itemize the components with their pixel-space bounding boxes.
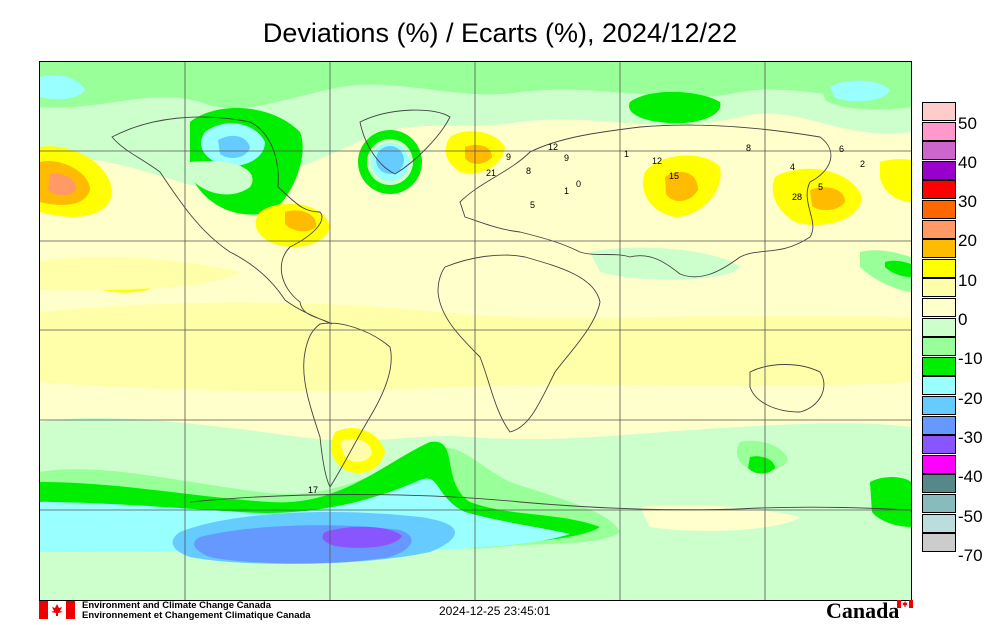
station-label: 8 — [746, 143, 751, 153]
legend-swatch — [922, 376, 956, 396]
legend-swatch — [922, 356, 956, 376]
legend-swatch — [922, 317, 956, 337]
legend-swatch — [922, 180, 956, 200]
legend-swatch — [922, 474, 956, 494]
wordmark-flag-icon — [897, 600, 913, 608]
station-label: 1 — [624, 149, 629, 159]
map-title: Deviations (%) / Ecarts (%), 2024/12/22 — [262, 18, 738, 48]
coastlines — [111, 109, 911, 511]
legend-label: -30 — [958, 428, 983, 447]
legend-swatch — [922, 121, 956, 141]
canada-flag-icon — [39, 601, 75, 619]
anomaly-contours-north — [40, 62, 911, 215]
station-label: 12 — [652, 156, 662, 166]
legend-swatch — [922, 298, 956, 317]
legend-swatch — [922, 435, 956, 455]
legend-swatch — [922, 454, 956, 474]
station-label: 1 — [564, 186, 569, 196]
legend-label: 30 — [958, 192, 977, 211]
graticule — [40, 62, 911, 600]
legend-swatch — [922, 396, 956, 415]
legend-swatch — [922, 219, 956, 239]
station-label: 21 — [486, 168, 496, 178]
org-name-en: Environment and Climate Change Canada — [82, 600, 271, 611]
station-label: 0 — [576, 179, 581, 189]
station-label: 15 — [669, 171, 679, 181]
legend-label: -20 — [958, 389, 983, 408]
station-labels: 12 9 21 9 8 0 1 12 15 8 4 28 5 6 2 5 1 1… — [308, 142, 865, 495]
station-label: 5 — [818, 182, 823, 192]
legend-label: -10 — [958, 349, 983, 368]
org-name-fr: Environnement et Changement Climatique C… — [82, 610, 311, 621]
legend-label: 40 — [958, 153, 977, 172]
legend-swatch — [922, 415, 956, 435]
legend-swatch — [922, 278, 956, 298]
station-label: 2 — [860, 159, 865, 169]
station-label: 4 — [790, 162, 795, 172]
anomaly-contours-south — [40, 417, 911, 600]
legend-label: 10 — [958, 271, 977, 290]
station-label: 17 — [308, 485, 318, 495]
legend-label: 20 — [958, 231, 977, 250]
deviation-map: 12 9 21 9 8 0 1 12 15 8 4 28 5 6 2 5 1 1… — [39, 61, 912, 601]
legend-swatch — [922, 160, 956, 180]
canada-wordmark: Canada — [826, 598, 900, 623]
legend-label: 50 — [958, 114, 977, 133]
legend-label: -70 — [958, 546, 983, 565]
legend-label: -40 — [958, 467, 983, 486]
legend-swatch — [922, 337, 956, 357]
legend-swatch — [922, 102, 956, 121]
legend-swatch — [922, 533, 956, 553]
legend-swatch — [922, 494, 956, 513]
legend-swatch — [922, 258, 956, 278]
legend-swatch — [922, 200, 956, 219]
station-label: 6 — [839, 144, 844, 154]
legend-label: -50 — [958, 507, 983, 526]
legend-label: 0 — [958, 310, 968, 329]
legend-swatch — [922, 141, 956, 161]
footer-organization: Environment and Climate Change Canada En… — [82, 601, 311, 621]
legend-swatch — [922, 513, 956, 533]
timestamp: 2024-12-25 23:45:01 — [439, 604, 551, 618]
positive-anomalies-north — [40, 131, 911, 293]
station-label: 28 — [792, 192, 802, 202]
tropical-bands — [40, 161, 911, 392]
station-label: 9 — [506, 152, 511, 162]
station-label: 8 — [526, 166, 531, 176]
station-label: 9 — [564, 153, 569, 163]
station-label: 12 — [548, 142, 558, 152]
station-label: 5 — [530, 200, 535, 210]
legend-swatch — [922, 239, 956, 259]
